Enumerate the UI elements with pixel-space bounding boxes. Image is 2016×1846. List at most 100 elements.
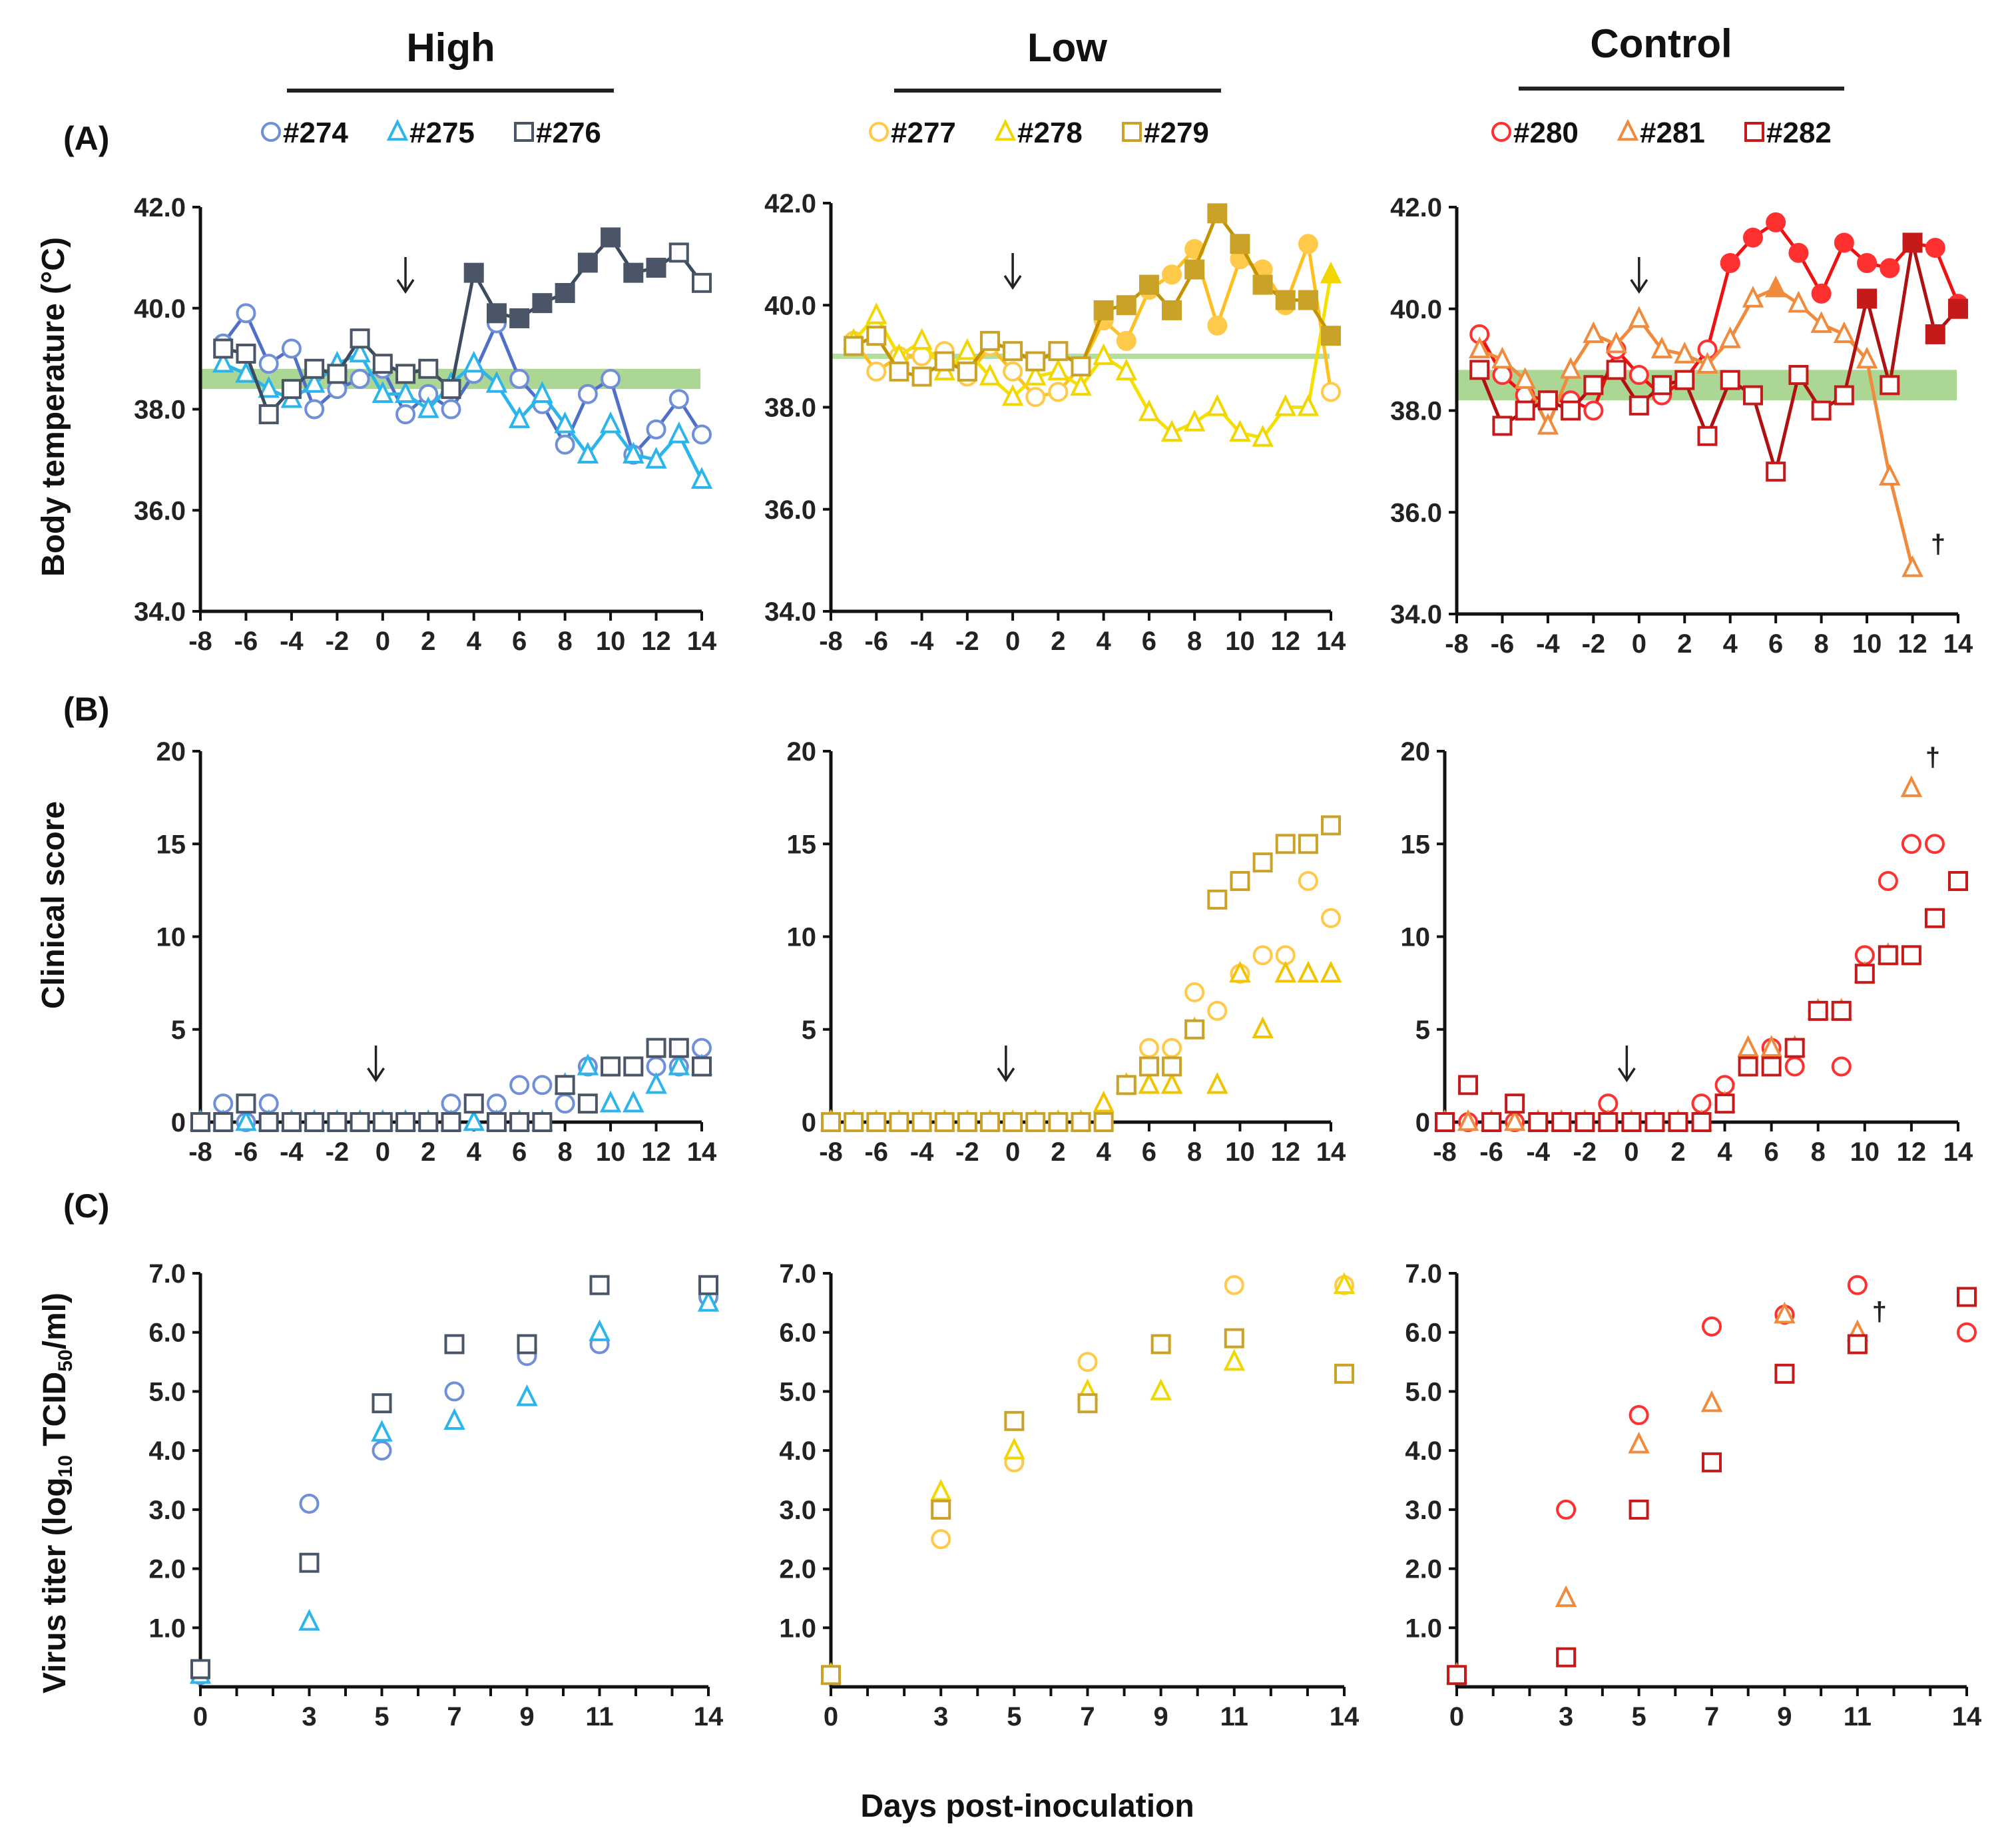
data-point <box>1003 341 1023 362</box>
x-tick-label: -8 <box>819 627 843 656</box>
data-point <box>646 258 666 278</box>
data-point <box>1252 274 1273 295</box>
data-point <box>956 338 979 360</box>
series-278 <box>820 960 1342 1131</box>
x-tick-label: -6 <box>1479 1137 1503 1167</box>
y-tick-label: 6.0 <box>779 1319 816 1348</box>
y-tick-label: 4.0 <box>1405 1436 1442 1466</box>
data-point <box>1229 420 1251 442</box>
chart-c-low: 1.0 2.0 3.0 4.0 5.0 6.0 7.0 0 3 5 7 9 11 14 <box>779 1259 1360 1731</box>
arrow-head <box>1630 279 1648 294</box>
legend-item: #280 <box>1491 117 1579 149</box>
series-279 <box>821 1328 1354 1686</box>
data-point <box>911 1112 932 1132</box>
data-point <box>1831 1056 1852 1077</box>
arrow-head <box>367 1068 385 1083</box>
data-point <box>236 303 256 324</box>
data-point <box>1924 908 1945 928</box>
data-point <box>1774 1301 1796 1324</box>
inoculation-arrow-icon <box>1003 253 1022 290</box>
x-tick-label: 2 <box>421 627 435 656</box>
data-point <box>1025 351 1046 372</box>
data-point <box>866 1112 887 1132</box>
y-tick-label: 34.0 <box>764 597 816 627</box>
data-point <box>1183 410 1206 432</box>
data-point <box>444 1334 465 1355</box>
data-point <box>555 282 575 303</box>
data-point <box>281 1112 302 1132</box>
y-tick-label: 0 <box>1415 1108 1430 1137</box>
data-point <box>1901 834 1921 854</box>
y-axis-label-temperature: Body temperature (°C) <box>36 237 71 577</box>
chart-a-high: 34.0 36.0 38.0 40.0 42.0 -8 -6 -4 -2 0 2 4 6 8 10 12 14 <box>134 193 717 656</box>
data-point <box>979 364 1001 386</box>
y-tick-label: 42.0 <box>764 189 816 218</box>
y-tick-label: 5 <box>802 1016 816 1045</box>
data-point <box>1207 1000 1228 1021</box>
legend-item: #278 <box>994 117 1083 149</box>
x-tick-label: 8 <box>558 1137 573 1167</box>
x-tick-label: 12 <box>1897 629 1927 659</box>
data-point <box>1048 341 1069 362</box>
data-point <box>1093 1112 1114 1132</box>
data-point <box>911 366 932 387</box>
data-point <box>1298 290 1318 310</box>
x-tick-label: 10 <box>1850 1137 1880 1167</box>
series-282 <box>1469 232 1968 482</box>
x-tick-label: 0 <box>1632 629 1646 659</box>
data-point <box>1162 264 1182 285</box>
data-point <box>1275 290 1296 310</box>
data-point <box>395 404 416 425</box>
data-point <box>1047 358 1069 381</box>
series-281 <box>1469 275 1923 577</box>
data-point <box>327 1112 348 1132</box>
legend-triangle-icon <box>994 119 1017 141</box>
data-point <box>1902 232 1923 253</box>
data-point <box>258 404 279 425</box>
x-tick-label: 4 <box>1097 1137 1112 1167</box>
data-point <box>979 330 1000 351</box>
data-point <box>1629 1404 1649 1425</box>
y-tick-label: 2.0 <box>148 1555 186 1584</box>
y-tick-label: 1.0 <box>1405 1614 1442 1643</box>
x-tick-label: 12 <box>641 1137 671 1167</box>
data-point <box>441 379 461 400</box>
x-tick-label: -2 <box>1582 629 1606 659</box>
data-point <box>1788 290 1810 313</box>
data-point <box>1834 385 1854 406</box>
data-point <box>1598 1112 1619 1132</box>
data-point <box>1856 346 1878 369</box>
data-point <box>1184 259 1205 280</box>
data-point <box>1048 1112 1069 1132</box>
series-279 <box>844 203 1341 387</box>
chart-b-control: 0 5 10 15 20 -8 -6 -4 -2 0 2 4 6 8 10 12 14 † <box>1401 737 1973 1167</box>
y-tick-label: 0 <box>171 1108 186 1137</box>
data-point <box>1333 1272 1356 1294</box>
data-point <box>236 344 256 364</box>
series-280 <box>1435 834 1968 1132</box>
chart-a-control: 34.0 36.0 38.0 40.0 42.0 -8 -6 -4 -2 0 2 4 6 8 10 12 14 † <box>1390 193 1973 659</box>
x-tick-label: 8 <box>1187 1137 1202 1167</box>
x-tick-label: 9 <box>1777 1702 1792 1731</box>
data-point <box>1162 300 1182 320</box>
data-point <box>1784 1038 1805 1058</box>
y-tick-label: 10 <box>156 923 186 952</box>
data-point <box>531 381 553 403</box>
data-point <box>1230 234 1250 254</box>
x-tick-label: 14 <box>1943 1137 1973 1167</box>
series-278 <box>820 1272 1356 1684</box>
x-tick-label: -4 <box>910 627 934 656</box>
data-point <box>668 242 689 263</box>
data-point <box>645 446 667 469</box>
data-point <box>1559 356 1582 379</box>
data-point <box>1880 258 1900 278</box>
data-point <box>690 467 713 489</box>
data-point <box>298 1608 320 1631</box>
x-tick-label: 14 <box>1316 1137 1346 1167</box>
y-tick-label: 5.0 <box>148 1377 186 1406</box>
data-point <box>509 368 530 389</box>
data-point <box>350 368 370 389</box>
data-point <box>1696 352 1718 374</box>
data-point <box>1093 1090 1115 1113</box>
data-point <box>668 421 690 444</box>
